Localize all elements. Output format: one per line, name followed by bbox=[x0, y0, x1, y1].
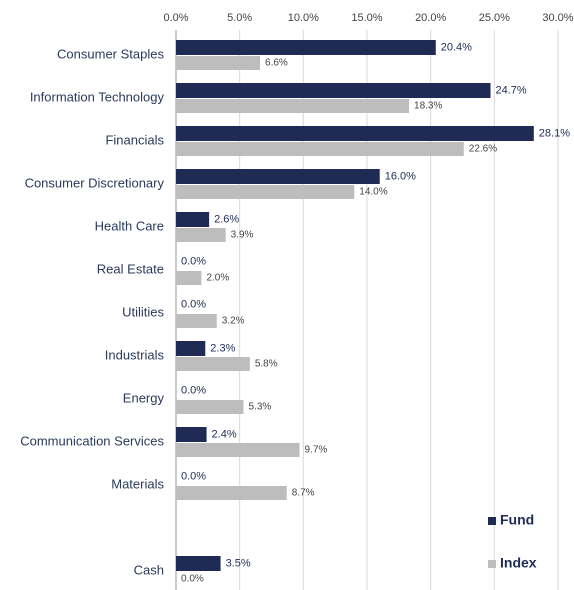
value-label: 20.4% bbox=[441, 41, 472, 53]
value-label: 0.0% bbox=[181, 255, 206, 267]
value-label: 14.0% bbox=[359, 187, 387, 198]
value-label: 16.0% bbox=[385, 170, 416, 182]
value-label: 0.0% bbox=[181, 384, 206, 396]
bar bbox=[176, 228, 226, 242]
x-tick-label: 25.0% bbox=[479, 12, 510, 24]
legend-swatch bbox=[488, 517, 496, 525]
category-label: Cash bbox=[134, 562, 164, 577]
category-label: Financials bbox=[105, 132, 164, 147]
category-label: Information Technology bbox=[30, 89, 165, 104]
value-label: 18.3% bbox=[414, 101, 442, 112]
x-tick-label: 30.0% bbox=[542, 12, 573, 24]
value-label: 2.3% bbox=[210, 342, 235, 354]
bar bbox=[176, 427, 207, 442]
bar bbox=[176, 99, 410, 113]
legend-label: Index bbox=[500, 555, 537, 571]
category-label: Consumer Discretionary bbox=[25, 175, 165, 190]
category-label: Health Care bbox=[95, 218, 164, 233]
category-label: Utilities bbox=[122, 304, 164, 319]
value-label: 6.6% bbox=[265, 58, 288, 69]
category-label: Real Estate bbox=[97, 261, 164, 276]
value-label: 3.9% bbox=[231, 230, 254, 241]
bar bbox=[176, 40, 436, 55]
value-label: 2.4% bbox=[212, 428, 237, 440]
value-label: 5.8% bbox=[255, 359, 278, 370]
x-tick-label: 5.0% bbox=[227, 12, 252, 24]
bar bbox=[176, 443, 300, 457]
category-label: Communication Services bbox=[20, 433, 164, 448]
x-tick-label: 20.0% bbox=[415, 12, 446, 24]
bar bbox=[176, 142, 464, 156]
legend-swatch bbox=[488, 560, 496, 568]
category-label: Consumer Staples bbox=[57, 46, 164, 61]
value-label: 0.0% bbox=[181, 298, 206, 310]
category-label: Energy bbox=[123, 390, 165, 405]
value-label: 3.5% bbox=[226, 557, 251, 569]
legend-label: Fund bbox=[500, 512, 534, 528]
value-label: 9.7% bbox=[305, 445, 328, 456]
x-tick-label: 10.0% bbox=[288, 12, 319, 24]
value-label: 22.6% bbox=[469, 144, 497, 155]
value-label: 28.1% bbox=[539, 127, 570, 139]
category-label: Industrials bbox=[105, 347, 165, 362]
bar bbox=[176, 185, 355, 199]
x-tick-label: 0.0% bbox=[163, 12, 188, 24]
bar bbox=[176, 212, 210, 227]
bar bbox=[176, 556, 221, 571]
bar bbox=[176, 357, 250, 371]
bar bbox=[176, 83, 491, 98]
bar bbox=[176, 126, 534, 141]
value-label: 24.7% bbox=[496, 84, 527, 96]
value-label: 2.6% bbox=[214, 213, 239, 225]
bar bbox=[176, 400, 244, 414]
value-label: 3.2% bbox=[222, 316, 245, 327]
value-label: 5.3% bbox=[248, 402, 271, 413]
category-label: Materials bbox=[111, 476, 164, 491]
value-label: 0.0% bbox=[181, 470, 206, 482]
bar bbox=[176, 341, 206, 356]
value-label: 8.7% bbox=[292, 488, 315, 499]
bar bbox=[176, 486, 287, 500]
bar bbox=[176, 56, 261, 70]
bar bbox=[176, 271, 202, 285]
x-tick-label: 15.0% bbox=[351, 12, 382, 24]
bar bbox=[176, 314, 217, 328]
value-label: 0.0% bbox=[181, 574, 204, 585]
bar bbox=[176, 169, 380, 184]
value-label: 2.0% bbox=[206, 273, 229, 284]
